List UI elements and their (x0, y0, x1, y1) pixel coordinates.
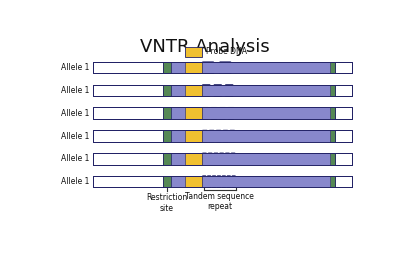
Bar (185, 153, 202, 165)
Bar (203, 130, 237, 142)
Polygon shape (203, 153, 208, 165)
Bar (330, 176, 336, 187)
Polygon shape (226, 85, 237, 96)
Bar (237, 153, 330, 165)
Bar (237, 107, 330, 119)
Bar (336, 153, 352, 165)
Bar (170, 85, 185, 96)
Bar (330, 153, 336, 165)
Polygon shape (211, 107, 220, 119)
Bar (202, 130, 203, 142)
Bar (94, 62, 163, 73)
Bar (237, 130, 330, 142)
Bar (94, 153, 163, 165)
Bar (202, 85, 203, 96)
Bar (203, 176, 237, 187)
Bar (203, 85, 237, 96)
Bar (185, 107, 202, 119)
Polygon shape (216, 130, 223, 142)
Bar (94, 85, 352, 96)
Text: Tandem sequence
repeat: Tandem sequence repeat (186, 192, 254, 211)
Bar (94, 107, 163, 119)
Polygon shape (220, 153, 226, 165)
Bar (237, 62, 330, 73)
Bar (330, 107, 336, 119)
Bar (330, 62, 336, 73)
Bar (163, 62, 170, 73)
Bar (185, 47, 202, 57)
Bar (330, 130, 336, 142)
Bar (170, 176, 185, 187)
Polygon shape (217, 176, 222, 187)
Bar (202, 153, 203, 165)
Bar (237, 85, 330, 96)
Polygon shape (203, 85, 214, 96)
Text: Allele 1: Allele 1 (61, 177, 90, 186)
Polygon shape (230, 130, 237, 142)
Text: Restriction
site: Restriction site (146, 193, 188, 213)
Polygon shape (231, 153, 237, 165)
Bar (94, 176, 352, 187)
Bar (185, 176, 202, 187)
Bar (185, 62, 202, 73)
Bar (94, 85, 163, 96)
Bar (237, 176, 330, 187)
Bar (185, 130, 202, 142)
Text: Allele 1: Allele 1 (61, 86, 90, 95)
Bar (336, 85, 352, 96)
Bar (94, 153, 352, 165)
Bar (170, 153, 185, 165)
Polygon shape (203, 107, 211, 119)
Polygon shape (214, 85, 226, 96)
Text: Allele 1: Allele 1 (61, 109, 90, 118)
Polygon shape (232, 176, 237, 187)
Bar (170, 107, 185, 119)
Bar (330, 85, 336, 96)
Bar (163, 107, 170, 119)
Polygon shape (208, 153, 214, 165)
Polygon shape (210, 130, 216, 142)
Polygon shape (220, 62, 237, 73)
Bar (170, 62, 185, 73)
Polygon shape (228, 107, 237, 119)
Polygon shape (203, 62, 220, 73)
Polygon shape (214, 153, 220, 165)
Polygon shape (226, 153, 231, 165)
Polygon shape (203, 176, 208, 187)
Bar (163, 153, 170, 165)
Polygon shape (220, 107, 228, 119)
Bar (336, 107, 352, 119)
Polygon shape (223, 130, 230, 142)
Bar (336, 176, 352, 187)
Text: Allele 1: Allele 1 (61, 63, 90, 72)
Bar (94, 62, 352, 73)
Text: VNTR Analysis: VNTR Analysis (140, 38, 270, 56)
Bar (202, 176, 203, 187)
Bar (203, 62, 237, 73)
Bar (336, 62, 352, 73)
Polygon shape (227, 176, 232, 187)
Bar (185, 85, 202, 96)
Text: Allele 1: Allele 1 (61, 132, 90, 141)
Polygon shape (212, 176, 217, 187)
Text: Allele 1: Allele 1 (61, 154, 90, 163)
Polygon shape (222, 176, 227, 187)
Bar (94, 107, 352, 119)
Bar (336, 130, 352, 142)
Bar (163, 176, 170, 187)
Text: Probe DNA: Probe DNA (206, 47, 247, 56)
Polygon shape (203, 130, 210, 142)
Bar (202, 62, 203, 73)
Bar (202, 107, 203, 119)
Bar (163, 85, 170, 96)
Bar (163, 130, 170, 142)
Bar (203, 107, 237, 119)
Bar (94, 130, 352, 142)
Bar (94, 130, 163, 142)
Bar (94, 176, 163, 187)
Bar (170, 130, 185, 142)
Bar (203, 153, 237, 165)
Polygon shape (208, 176, 212, 187)
